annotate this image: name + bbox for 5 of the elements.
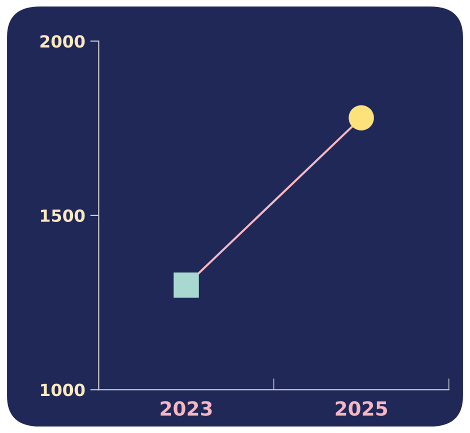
y-tick-label: 2000 — [40, 35, 85, 48]
x-tick-label: 2025 — [336, 401, 388, 416]
y-tick-label: 1500 — [41, 209, 85, 222]
y-tick-label: 1000 — [41, 384, 85, 396]
x-tick-label: 2023 — [160, 401, 212, 416]
